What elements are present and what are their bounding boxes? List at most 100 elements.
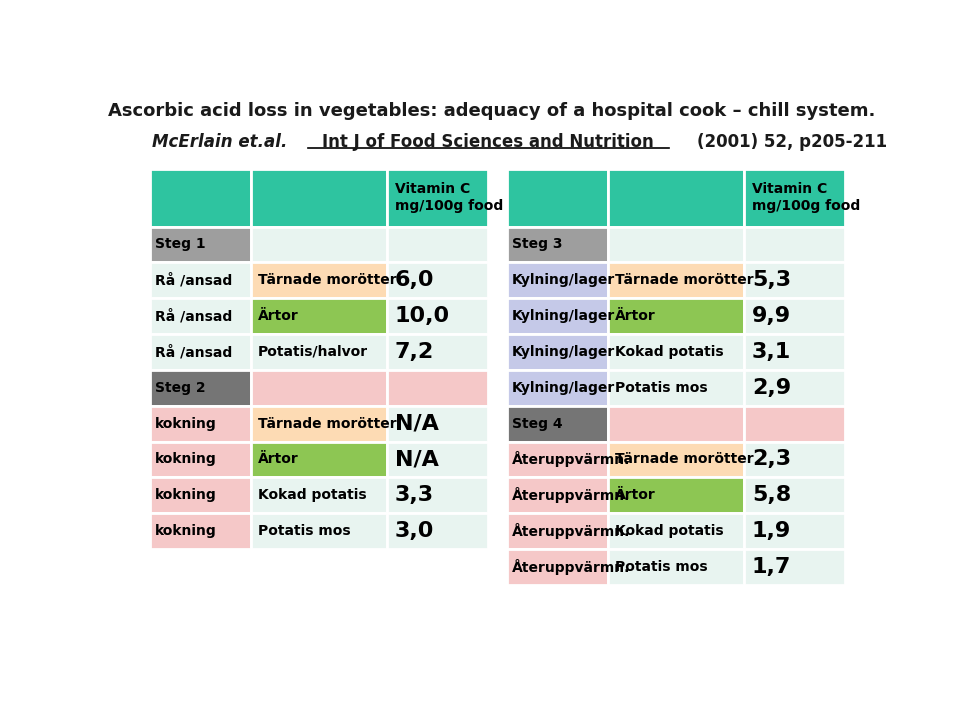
- Text: (2001) 52, p205-211: (2001) 52, p205-211: [697, 132, 887, 151]
- Text: Potatis mos: Potatis mos: [615, 381, 708, 395]
- Text: Steg 2: Steg 2: [155, 381, 205, 395]
- Bar: [252, 406, 387, 442]
- Text: Steg 4: Steg 4: [512, 417, 563, 430]
- Text: Kylning/lager: Kylning/lager: [512, 381, 615, 395]
- Bar: [609, 406, 744, 442]
- Text: kokning: kokning: [155, 453, 217, 466]
- Bar: [609, 478, 744, 513]
- Bar: [387, 262, 489, 298]
- Bar: [252, 226, 387, 262]
- Bar: [744, 370, 846, 406]
- Bar: [150, 262, 252, 298]
- Bar: [507, 549, 609, 585]
- Bar: [252, 298, 387, 334]
- Text: Rå /ansad: Rå /ansad: [155, 309, 232, 324]
- Bar: [609, 334, 744, 370]
- Text: Kylning/lager: Kylning/lager: [512, 309, 615, 323]
- Bar: [507, 298, 609, 334]
- Bar: [150, 370, 252, 406]
- Bar: [609, 298, 744, 334]
- Bar: [744, 168, 846, 226]
- Bar: [150, 298, 252, 334]
- Text: Steg 1: Steg 1: [155, 238, 205, 251]
- Bar: [252, 478, 387, 513]
- Text: Kokad potatis: Kokad potatis: [615, 345, 724, 359]
- Bar: [507, 262, 609, 298]
- Bar: [387, 370, 489, 406]
- Text: Ärtor: Ärtor: [615, 488, 656, 503]
- Bar: [507, 370, 609, 406]
- Bar: [507, 478, 609, 513]
- Bar: [744, 478, 846, 513]
- Text: Tärnade morötter: Tärnade morötter: [615, 274, 754, 287]
- Text: Återuppvärmn.: Återuppvärmn.: [512, 523, 631, 539]
- Bar: [150, 226, 252, 262]
- Bar: [387, 513, 489, 549]
- Text: Potatis/halvor: Potatis/halvor: [258, 345, 369, 359]
- Bar: [744, 334, 846, 370]
- Text: Återuppvärmn.: Återuppvärmn.: [512, 452, 631, 468]
- Bar: [609, 549, 744, 585]
- Bar: [150, 513, 252, 549]
- Text: Int J of Food Sciences and Nutrition: Int J of Food Sciences and Nutrition: [323, 132, 654, 151]
- Bar: [609, 168, 744, 226]
- Text: Rå /ansad: Rå /ansad: [155, 273, 232, 288]
- Bar: [252, 442, 387, 478]
- Text: 10,0: 10,0: [395, 306, 450, 326]
- Bar: [744, 549, 846, 585]
- Bar: [609, 226, 744, 262]
- Bar: [507, 513, 609, 549]
- Text: Tärnade morötter: Tärnade morötter: [258, 274, 396, 287]
- Text: Kokad potatis: Kokad potatis: [258, 488, 367, 503]
- Bar: [744, 442, 846, 478]
- Bar: [387, 168, 489, 226]
- Text: 1,7: 1,7: [752, 557, 791, 577]
- Bar: [507, 442, 609, 478]
- Text: Kylning/lager: Kylning/lager: [512, 345, 615, 359]
- Bar: [507, 168, 609, 226]
- Bar: [387, 442, 489, 478]
- Text: Vitamin C
mg/100g food: Vitamin C mg/100g food: [752, 183, 860, 213]
- Text: 6,0: 6,0: [395, 270, 434, 290]
- Bar: [609, 370, 744, 406]
- Bar: [744, 513, 846, 549]
- Bar: [387, 298, 489, 334]
- Bar: [252, 370, 387, 406]
- Text: 5,8: 5,8: [752, 485, 791, 505]
- Bar: [387, 334, 489, 370]
- Text: Ascorbic acid loss in vegetables: adequacy of a hospital cook – chill system.: Ascorbic acid loss in vegetables: adequa…: [108, 102, 876, 120]
- Text: N/A: N/A: [395, 450, 439, 470]
- Bar: [252, 334, 387, 370]
- Bar: [507, 334, 609, 370]
- Text: kokning: kokning: [155, 488, 217, 503]
- Bar: [252, 168, 387, 226]
- Bar: [744, 298, 846, 334]
- Bar: [744, 406, 846, 442]
- Text: 9,9: 9,9: [752, 306, 791, 326]
- Text: Ärtor: Ärtor: [615, 309, 656, 323]
- Text: Återuppvärmn.: Återuppvärmn.: [512, 488, 631, 503]
- Text: 3,3: 3,3: [395, 485, 434, 505]
- Text: Återuppvärmn.: Återuppvärmn.: [512, 559, 631, 575]
- Bar: [252, 513, 387, 549]
- Bar: [609, 513, 744, 549]
- Text: kokning: kokning: [155, 524, 217, 538]
- Text: 2,3: 2,3: [752, 450, 791, 470]
- Text: kokning: kokning: [155, 417, 217, 430]
- Bar: [609, 442, 744, 478]
- Text: Rå /ansad: Rå /ansad: [155, 344, 232, 359]
- Text: Ärtor: Ärtor: [258, 453, 299, 466]
- Text: Kokad potatis: Kokad potatis: [615, 524, 724, 538]
- Bar: [150, 334, 252, 370]
- Bar: [609, 262, 744, 298]
- Text: Vitamin C
mg/100g food: Vitamin C mg/100g food: [395, 183, 503, 213]
- Text: Potatis mos: Potatis mos: [615, 560, 708, 574]
- Bar: [387, 406, 489, 442]
- Bar: [387, 478, 489, 513]
- Bar: [744, 262, 846, 298]
- Text: McErlain et.al.: McErlain et.al.: [152, 132, 287, 151]
- Text: Tärnade morötter: Tärnade morötter: [258, 417, 396, 430]
- Text: Tärnade morötter: Tärnade morötter: [615, 453, 754, 466]
- Text: Steg 3: Steg 3: [512, 238, 563, 251]
- Bar: [507, 226, 609, 262]
